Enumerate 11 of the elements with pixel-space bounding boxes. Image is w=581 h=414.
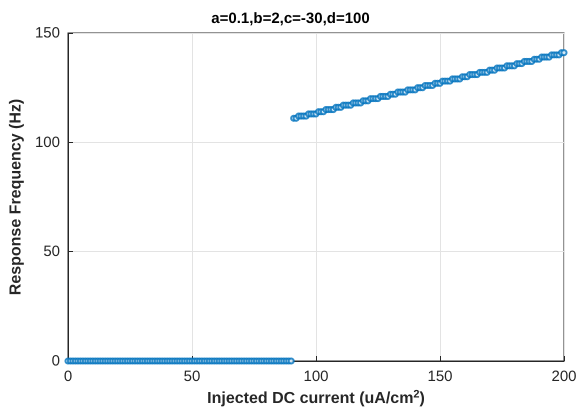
x-tick-label: 200 (551, 368, 577, 385)
x-tick-label: 50 (184, 368, 200, 385)
x-tick-label: 150 (427, 368, 453, 385)
chart-title: a=0.1,b=2,c=-30,d=100 (211, 10, 370, 27)
y-tick-label: 100 (34, 134, 60, 151)
y-tick-label: 150 (34, 24, 60, 42)
y-tick-label: 50 (43, 243, 60, 260)
y-tick-label: 0 (52, 352, 60, 370)
x-tick-label: 100 (303, 368, 329, 385)
y-axis-title: Response Frequency (Hz) (8, 98, 25, 296)
x-tick-label: 0 (64, 368, 72, 385)
